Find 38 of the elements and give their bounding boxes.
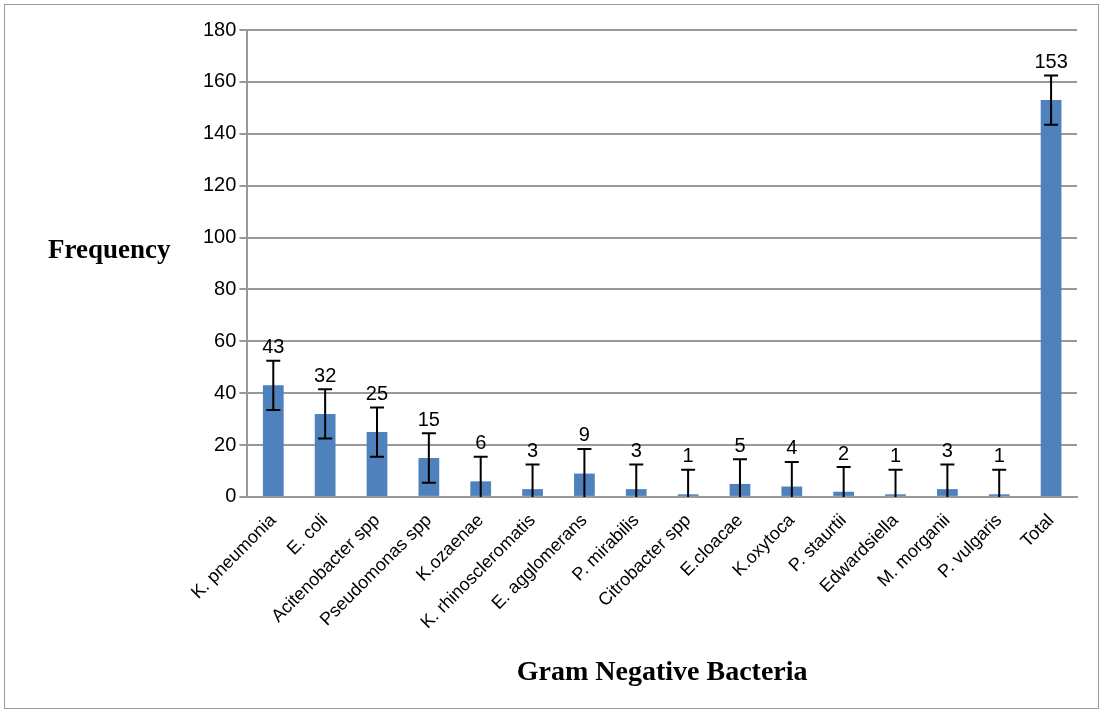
bar: [314, 413, 336, 496]
y-axis-title: Frequency: [48, 234, 171, 265]
bar: [625, 489, 647, 496]
data-label: 1: [889, 444, 902, 467]
y-tick-label: 100: [202, 225, 237, 248]
bar: [418, 457, 440, 496]
y-tick-label: 80: [214, 276, 237, 299]
data-label: 5: [734, 433, 746, 456]
y-tick-label: 160: [202, 69, 237, 92]
bar: [1040, 100, 1062, 496]
y-tick-label: 140: [202, 121, 237, 144]
data-label: 6: [475, 431, 487, 454]
y-tick-label: 180: [202, 17, 237, 40]
data-label: 2: [838, 441, 850, 464]
data-label: 3: [630, 438, 642, 461]
bar: [574, 473, 595, 496]
y-tick-label: 40: [214, 380, 237, 403]
x-axis-title: Gram Negative Bacteria: [516, 655, 808, 687]
bar: [262, 385, 284, 496]
data-label: 9: [578, 423, 590, 446]
data-label: 3: [526, 438, 539, 461]
data-label: 153: [1034, 49, 1068, 72]
data-label: 3: [941, 438, 953, 461]
data-label: 32: [314, 363, 337, 386]
y-tick-label: 120: [202, 173, 237, 196]
data-label: 4: [786, 436, 798, 459]
y-tick-label: 0: [225, 484, 237, 507]
bar: [937, 489, 958, 496]
bar: [470, 481, 492, 496]
data-label: 1: [993, 444, 1005, 467]
y-tick-label: 60: [214, 328, 237, 351]
data-label: 1: [682, 444, 694, 467]
y-tick-label: 20: [214, 432, 237, 455]
data-label: 43: [262, 335, 285, 358]
bar: [366, 432, 388, 496]
bar: [522, 489, 543, 496]
data-label: 15: [417, 407, 440, 430]
data-label: 25: [365, 381, 389, 404]
